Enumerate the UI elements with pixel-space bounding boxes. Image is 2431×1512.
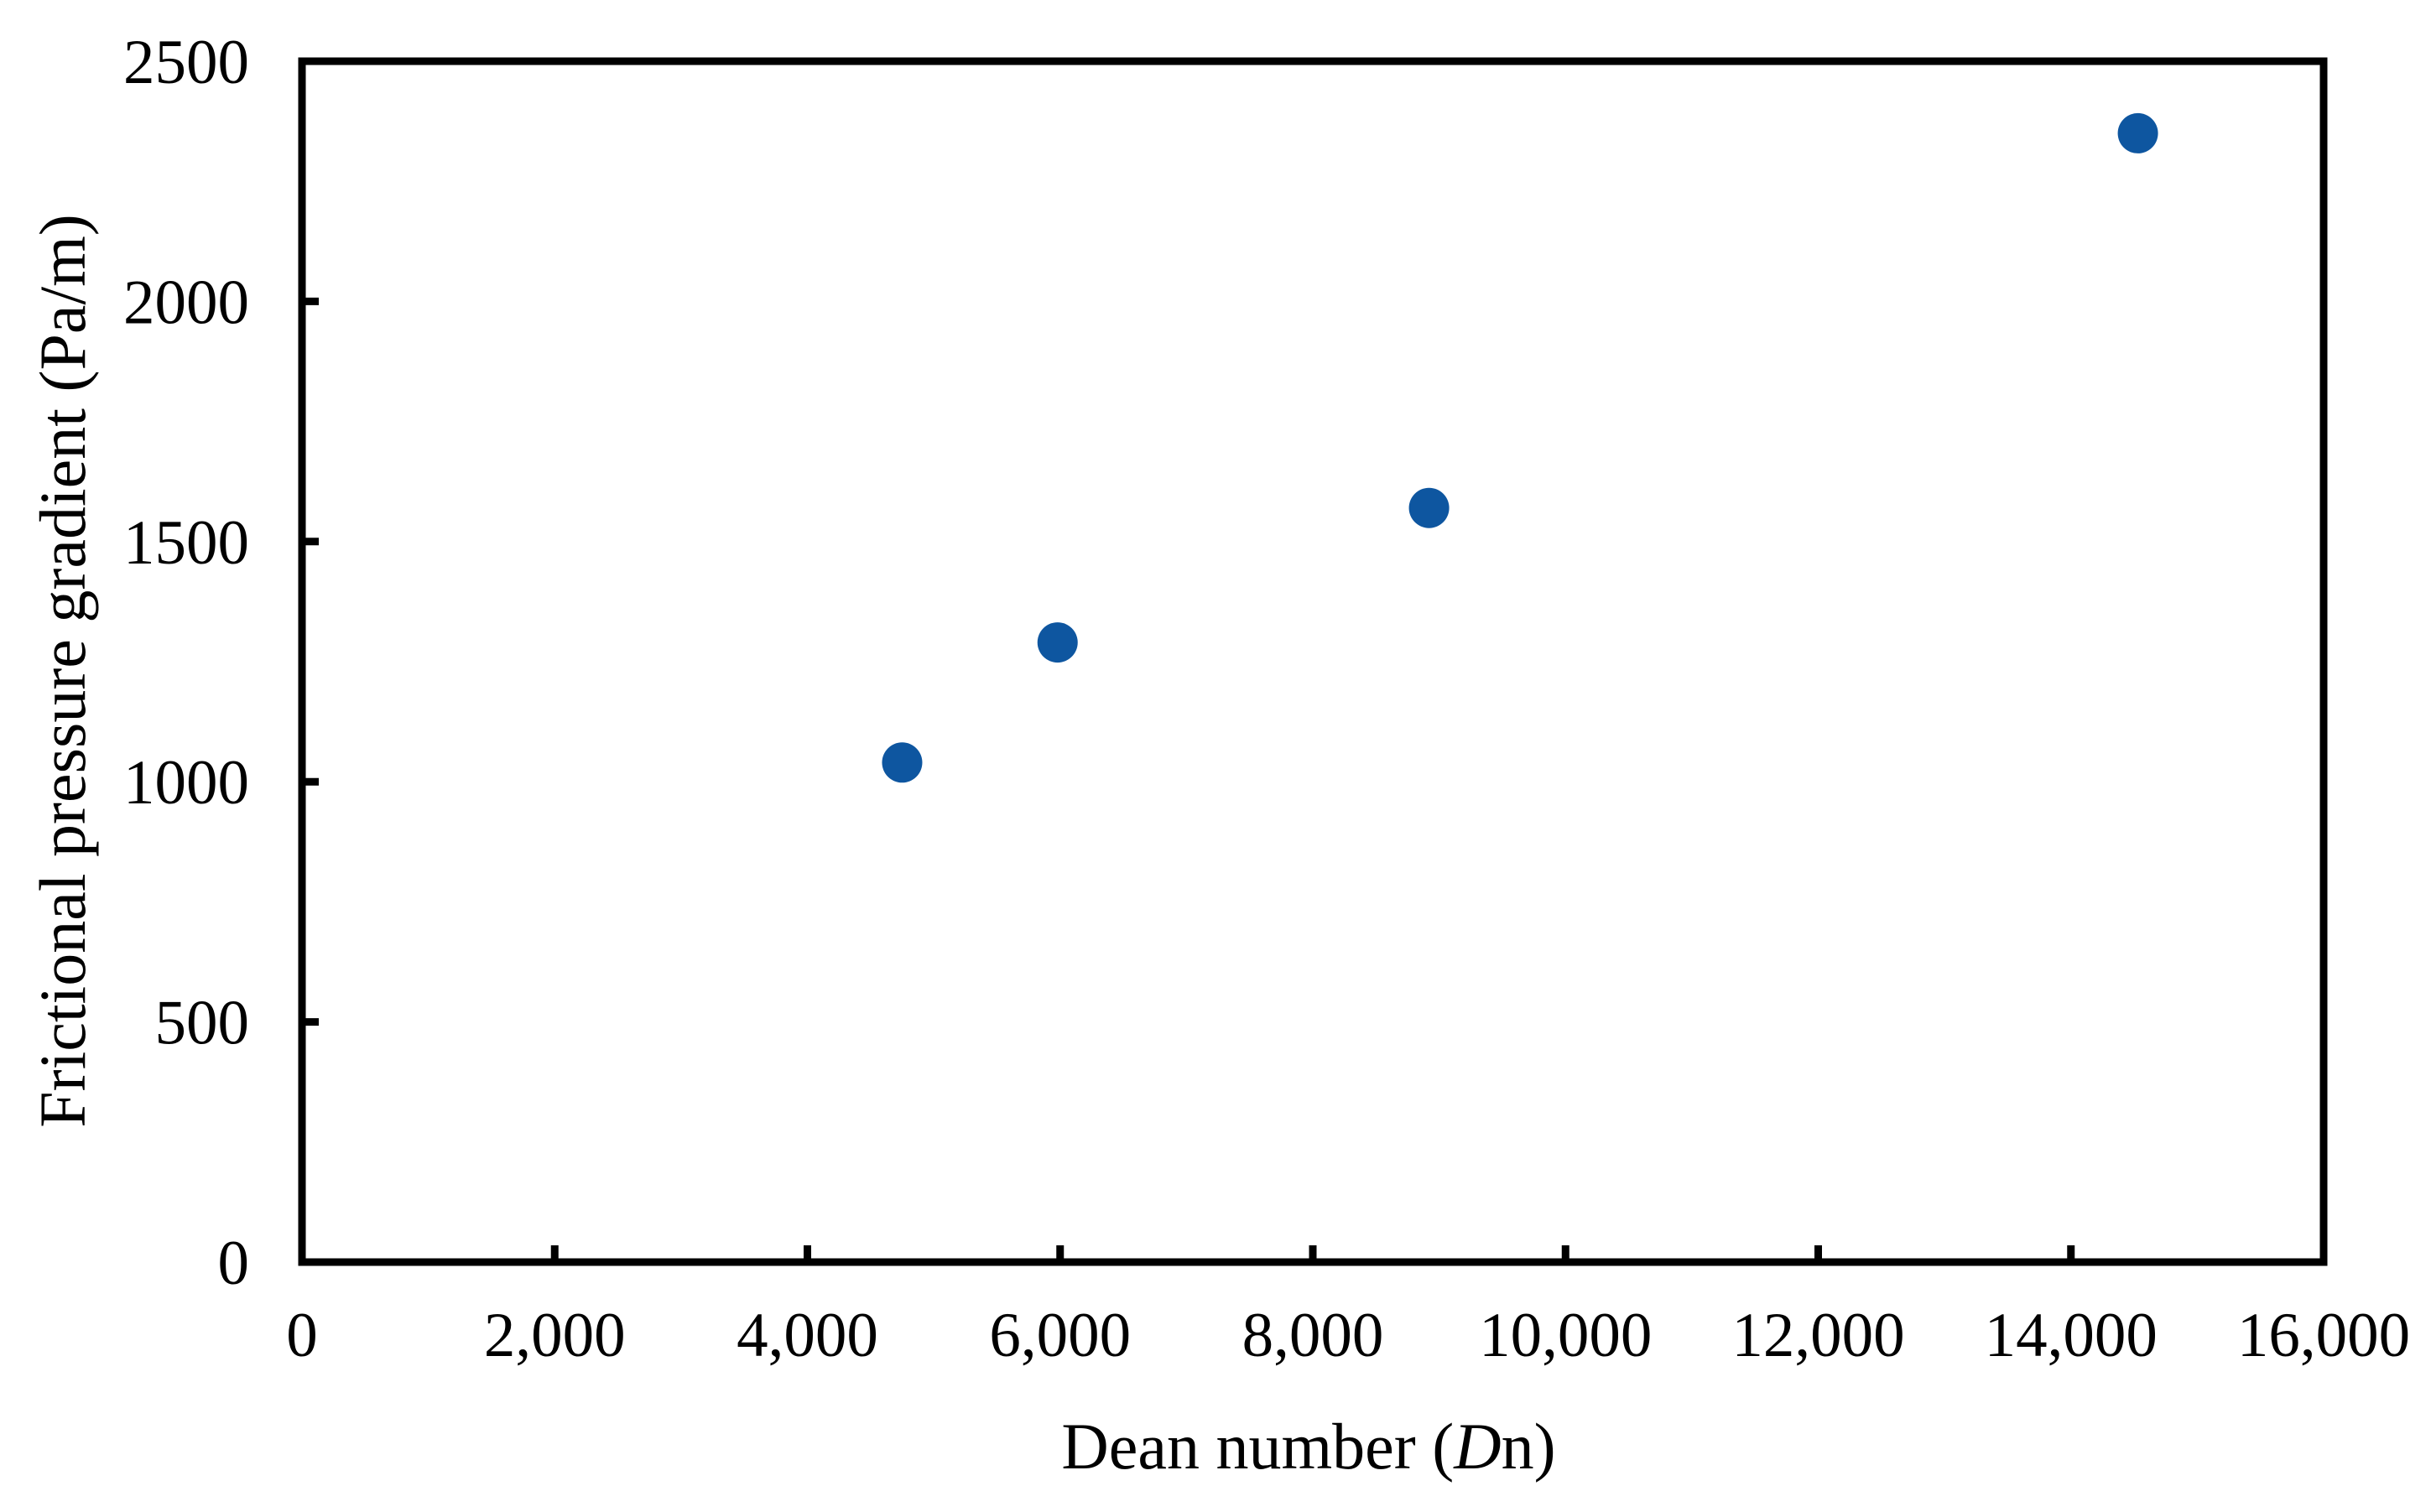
y-tick-label: 1500 <box>123 508 249 578</box>
x-tick-label: 6,000 <box>989 1301 1131 1370</box>
x-tick-label: 2,000 <box>484 1301 626 1370</box>
x-tick-label: 4,000 <box>737 1301 878 1370</box>
data-point <box>2117 112 2158 153</box>
y-tick-label: 2000 <box>123 268 249 337</box>
y-axis-title: Frictional pressure gradient (Pa/m) <box>26 214 99 1128</box>
x-tick-label: 10,000 <box>1479 1301 1652 1370</box>
data-point <box>1037 622 1078 663</box>
x-tick-label: 0 <box>286 1301 318 1370</box>
x-tick-label: 12,000 <box>1731 1301 1904 1370</box>
x-axis-title-suffix: n) <box>1501 1410 1556 1483</box>
y-tick-label: 2500 <box>123 28 249 97</box>
x-axis-title-text: Dean number ( <box>1061 1410 1455 1483</box>
x-axis-title: Dean number (Dn) <box>1061 1414 1555 1479</box>
x-axis-title-italic-symbol: D <box>1454 1410 1502 1483</box>
data-point <box>882 742 923 783</box>
data-point <box>1408 487 1450 528</box>
y-tick-label: 0 <box>218 1229 250 1298</box>
x-tick-label: 8,000 <box>1242 1301 1384 1370</box>
y-tick-label: 1000 <box>123 748 249 818</box>
plot-border <box>298 57 2328 1266</box>
x-tick-label: 14,000 <box>1985 1301 2158 1370</box>
y-tick-label: 500 <box>155 989 250 1058</box>
x-tick-label: 16,000 <box>2237 1301 2410 1370</box>
